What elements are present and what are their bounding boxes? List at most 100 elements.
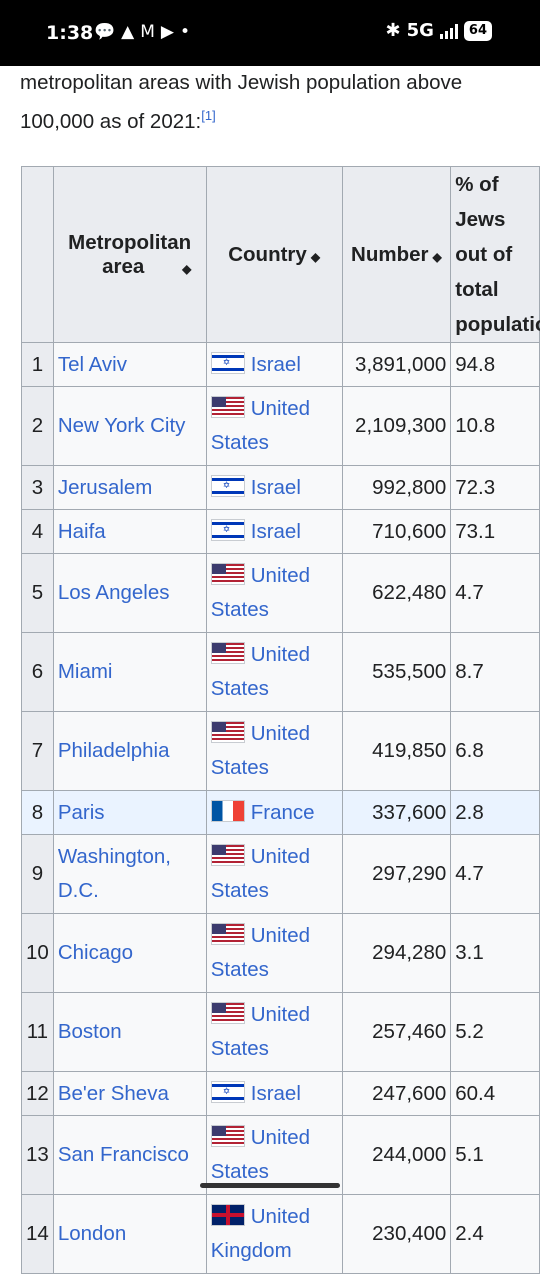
metro-link[interactable]: New York City — [57, 414, 186, 437]
rank-cell: 10 — [21, 913, 54, 993]
youtube-icon: ▶ — [160, 22, 180, 42]
dot-icon: • — [180, 22, 197, 42]
country-link[interactable]: United States — [210, 845, 311, 902]
metro-cell: Be'er Sheva — [52, 1071, 207, 1116]
number-cell: 710,600 — [341, 509, 452, 554]
percent-cell: 94.8 — [450, 342, 540, 387]
rank-cell: 6 — [21, 632, 54, 712]
metro-link[interactable]: Jerusalem — [57, 475, 153, 499]
table-row: 14 London United Kingdom 230,400 2.4 — [21, 1194, 540, 1274]
country-link[interactable]: United States — [210, 722, 311, 779]
percent-cell: 6.8 — [450, 711, 540, 791]
metro-cell: Chicago — [52, 913, 207, 993]
flag-icon: ✡ — [210, 351, 245, 374]
number-cell: 230,400 — [341, 1194, 452, 1274]
rank-cell: 7 — [21, 711, 54, 791]
metro-link[interactable]: Paris — [57, 800, 105, 824]
rank-cell: 2 — [21, 386, 54, 466]
table-container[interactable]: Metropolitan area ◆ Country ◆ Number ◆ % of… — [21, 166, 540, 1274]
percent-cell: 3.1 — [450, 913, 540, 993]
country-link[interactable]: Israel — [250, 352, 301, 376]
home-indicator[interactable] — [200, 1183, 340, 1188]
country-link[interactable]: United States — [210, 564, 311, 621]
percent-cell: 73.1 — [450, 509, 540, 554]
country-link[interactable]: Israel — [250, 519, 301, 543]
country-link[interactable]: United States — [210, 643, 311, 700]
percent-cell: 4.7 — [450, 553, 540, 633]
metro-header[interactable]: Metropolitan area ◆ — [52, 166, 207, 343]
metro-link[interactable]: Chicago — [57, 941, 134, 964]
percent-cell: 2.8 — [450, 790, 540, 835]
country-link[interactable]: United States — [210, 397, 311, 454]
percent-header-label: % of Jews out of total population — [455, 173, 540, 336]
country-link[interactable]: France — [250, 800, 315, 824]
country-cell: ✡ Israel — [205, 1071, 343, 1116]
rank-cell: 8 — [21, 790, 54, 835]
number-cell: 419,850 — [341, 711, 452, 791]
status-bar: 1:38 💬▲M▶• ✱ 5G 64 — [0, 0, 540, 66]
metro-link[interactable]: Be'er Sheva — [57, 1081, 169, 1105]
country-link[interactable]: United States — [210, 1003, 311, 1060]
status-right: ✱ 5G 64 — [386, 20, 492, 41]
gmail-icon: M — [140, 22, 161, 42]
country-link[interactable]: United States — [210, 924, 311, 981]
flag-icon: ✡ — [210, 474, 245, 497]
number-cell: 337,600 — [341, 790, 452, 835]
country-cell: United States — [205, 386, 343, 466]
country-header[interactable]: Country ◆ — [205, 166, 343, 343]
sort-icon[interactable]: ◆ — [182, 261, 192, 276]
metro-link[interactable]: London — [57, 1222, 127, 1245]
percent-cell: 5.2 — [450, 992, 540, 1072]
metro-link[interactable]: Philadelphia — [57, 739, 170, 762]
metro-cell: Boston — [52, 992, 207, 1072]
flag-icon — [210, 721, 245, 743]
metro-cell: Philadelphia — [52, 711, 207, 791]
metro-link[interactable]: Boston — [57, 1020, 122, 1043]
metro-cell: San Francisco — [52, 1115, 207, 1195]
metro-link[interactable]: Washington, D.C. — [57, 845, 172, 902]
table-row: 7 Philadelphia United States 419,850 6.8 — [21, 711, 540, 791]
metro-link[interactable]: Miami — [57, 660, 113, 683]
intro-paragraph: metropolitan areas with Jewish populatio… — [20, 66, 520, 138]
number-header-label: Number — [351, 242, 429, 266]
country-cell: United States — [205, 1115, 343, 1195]
jewish-population-table: Metropolitan area ◆ Country ◆ Number ◆ % of… — [21, 166, 540, 1274]
country-cell: United States — [205, 553, 343, 633]
sort-icon[interactable]: ◆ — [310, 249, 321, 264]
number-cell: 622,480 — [341, 553, 452, 633]
flag-icon — [210, 1204, 245, 1226]
table-row: 10 Chicago United States 294,280 3.1 — [21, 913, 540, 993]
country-cell: ✡ Israel — [205, 342, 343, 387]
percent-cell: 60.4 — [450, 1071, 540, 1116]
metro-link[interactable]: Haifa — [57, 519, 106, 543]
chat-bubble-icon: 💬 — [94, 22, 122, 42]
intro-text: metropolitan areas with Jewish populatio… — [20, 71, 463, 133]
reference-link[interactable]: [1] — [201, 108, 216, 123]
percent-header[interactable]: % of Jews out of total population — [450, 166, 540, 343]
metro-link[interactable]: Los Angeles — [57, 581, 170, 604]
country-link[interactable]: United States — [210, 1126, 311, 1183]
country-cell: United States — [205, 711, 343, 791]
metro-link[interactable]: San Francisco — [57, 1143, 189, 1166]
metro-cell: Haifa — [52, 509, 207, 554]
table-row: 4 Haifa ✡ Israel 710,600 73.1 — [21, 509, 540, 554]
flag-icon — [210, 563, 245, 585]
country-link[interactable]: Israel — [250, 1081, 301, 1105]
sort-icon[interactable]: ◆ — [432, 249, 442, 264]
alert-triangle-icon: ▲ — [121, 22, 141, 42]
table-row: 3 Jerusalem ✡ Israel 992,800 72.3 — [21, 465, 540, 510]
number-cell: 247,600 — [341, 1071, 452, 1116]
metro-link[interactable]: Tel Aviv — [57, 352, 127, 376]
number-cell: 257,460 — [341, 992, 452, 1072]
number-cell: 535,500 — [341, 632, 452, 712]
network-type: 5G — [406, 20, 434, 41]
flag-icon — [210, 844, 245, 866]
flag-icon — [210, 396, 245, 418]
country-link[interactable]: Israel — [250, 475, 301, 499]
country-cell: United States — [205, 632, 343, 712]
country-cell: France — [205, 790, 343, 835]
status-time: 1:38 — [46, 22, 94, 44]
signal-icon — [439, 23, 458, 39]
country-cell: United Kingdom — [205, 1194, 343, 1274]
number-header[interactable]: Number ◆ — [341, 166, 452, 343]
